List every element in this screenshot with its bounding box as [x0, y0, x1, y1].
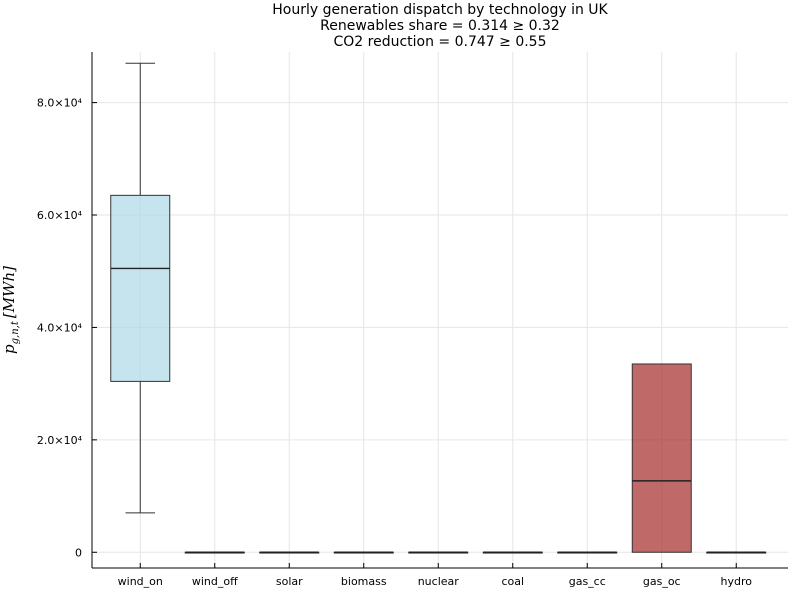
y-tick-label-2: 4.0×10⁴	[37, 321, 83, 334]
title-line-1: Hourly generation dispatch by technology…	[272, 2, 608, 18]
title-line-2: Renewables share = 0.314 ≥ 0.32	[320, 18, 560, 34]
y-axis-label-symbol: p	[0, 344, 18, 354]
box-series	[110, 62, 767, 554]
y-axis-label: pg,n,t [MWh]	[0, 266, 21, 354]
x-tick-label-solar: solar	[276, 575, 303, 588]
x-tick-label-wind_on: wind_on	[118, 575, 163, 588]
y-tick-label-1: 2.0×10⁴	[37, 434, 83, 447]
y-axis-label-subscript: g,n,t	[10, 320, 21, 344]
axes	[91, 52, 788, 569]
x-tick-label-nuclear: nuclear	[418, 575, 460, 588]
x-tick-label-gas_cc: gas_cc	[569, 575, 606, 588]
chart-title: Hourly generation dispatch by technology…	[272, 2, 608, 50]
box-body-gas_oc	[631, 363, 692, 553]
y-tick-labels: 0 2.0×10⁴ 4.0×10⁴ 6.0×10⁴ 8.0×10⁴	[37, 97, 83, 560]
y-tick-label-0: 0	[75, 546, 82, 559]
box-nuclear	[408, 551, 469, 554]
y-tick-label-3: 6.0×10⁴	[37, 209, 83, 222]
y-axis-label-unit: [MWh]	[0, 266, 18, 318]
box-wind_off	[184, 551, 245, 554]
box-gas_cc	[557, 551, 618, 554]
title-line-3: CO2 reduction = 0.747 ≥ 0.55	[333, 34, 546, 50]
box-gas_oc	[631, 363, 692, 553]
x-tick-label-wind_off: wind_off	[192, 575, 238, 588]
box-solar	[259, 551, 320, 554]
x-tick-label-coal: coal	[501, 575, 524, 588]
box-hydro	[706, 551, 767, 554]
box-biomass	[333, 551, 394, 554]
x-tick-labels: wind_on wind_off solar biomass nuclear coal ga…	[118, 575, 753, 588]
x-tick-label-hydro: hydro	[721, 575, 753, 588]
box-wind_on	[110, 62, 171, 514]
box-coal	[482, 551, 543, 554]
y-tick-label-4: 8.0×10⁴	[37, 97, 83, 110]
x-tick-label-gas_oc: gas_oc	[643, 575, 681, 588]
x-tick-label-biomass: biomass	[341, 575, 387, 588]
box-body-wind_on	[110, 194, 171, 382]
